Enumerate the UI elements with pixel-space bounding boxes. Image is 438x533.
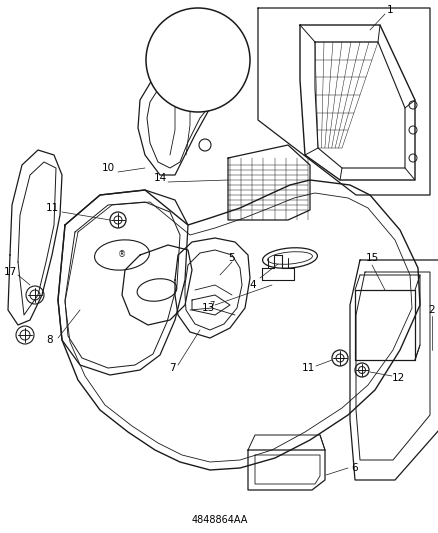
Text: 17: 17: [4, 267, 17, 277]
Text: 4848864AA: 4848864AA: [191, 515, 247, 525]
Text: 7: 7: [209, 302, 214, 311]
Text: 10: 10: [101, 163, 114, 173]
Text: 13: 13: [201, 303, 214, 313]
Text: 11: 11: [301, 363, 314, 373]
Text: ®: ®: [118, 251, 126, 260]
Text: 7: 7: [168, 363, 175, 373]
Text: 15: 15: [364, 253, 378, 263]
Text: 2: 2: [428, 305, 434, 315]
Text: 8: 8: [46, 335, 53, 345]
Text: 5: 5: [228, 253, 235, 263]
Text: 6: 6: [351, 463, 357, 473]
Text: 16: 16: [168, 63, 181, 73]
Text: 11: 11: [45, 203, 59, 213]
Text: 4: 4: [249, 280, 256, 290]
Text: 14: 14: [153, 173, 166, 183]
Text: 12: 12: [391, 373, 404, 383]
Text: 1: 1: [386, 5, 392, 15]
Circle shape: [146, 8, 249, 112]
